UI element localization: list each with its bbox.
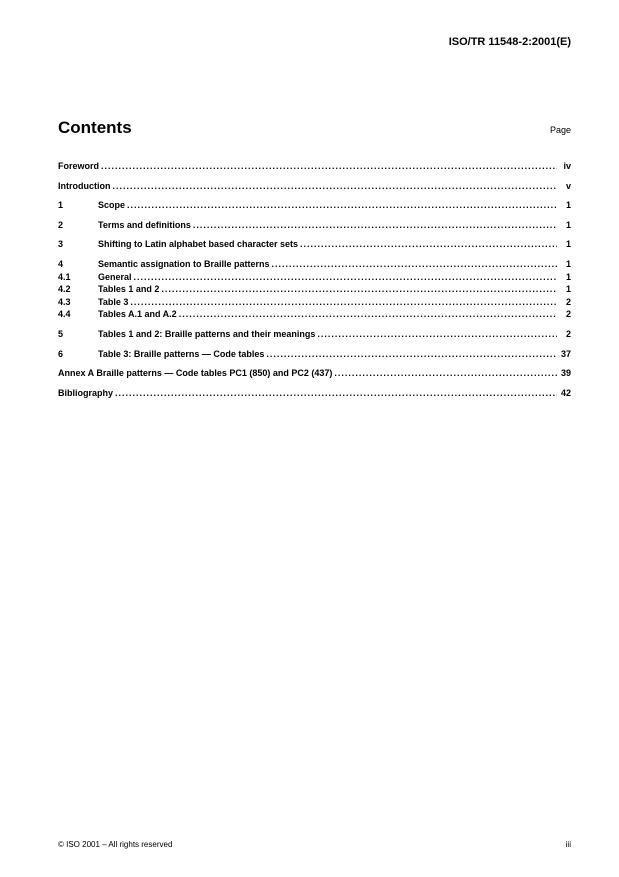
toc-section-number: 2 bbox=[58, 219, 98, 232]
toc-entry-title: Tables 1 and 2: Braille patterns and the… bbox=[98, 328, 315, 341]
toc-page-number: 1 bbox=[557, 258, 571, 271]
toc-entry-title: Table 3 bbox=[98, 296, 128, 309]
toc-page-number: 2 bbox=[557, 308, 571, 321]
toc-group: Annex A Braille patterns — Code tables P… bbox=[58, 367, 571, 380]
page-number: iii bbox=[566, 840, 571, 849]
toc-leader-dots: ........................................… bbox=[332, 367, 557, 380]
toc-page-number: 42 bbox=[557, 387, 571, 400]
toc-page-number: 1 bbox=[557, 271, 571, 284]
toc-page-number: 39 bbox=[557, 367, 571, 380]
toc-leader-dots: ........................................… bbox=[99, 160, 557, 173]
toc-section-number: 3 bbox=[58, 238, 98, 251]
toc-section-number: 4.2 bbox=[58, 283, 98, 296]
toc-row: Annex A Braille patterns — Code tables P… bbox=[58, 367, 571, 380]
toc-leader-dots: ........................................… bbox=[125, 199, 557, 212]
toc-group: 4Semantic assignation to Braille pattern… bbox=[58, 258, 571, 321]
toc-row: 4Semantic assignation to Braille pattern… bbox=[58, 258, 571, 271]
toc-leader-dots: ........................................… bbox=[177, 308, 557, 321]
toc-section-number: 5 bbox=[58, 328, 98, 341]
toc-leader-dots: ........................................… bbox=[315, 328, 557, 341]
toc-page-number: v bbox=[557, 180, 571, 193]
toc-leader-dots: ........................................… bbox=[270, 258, 557, 271]
toc-page-number: 1 bbox=[557, 219, 571, 232]
toc-row: Bibliography............................… bbox=[58, 387, 571, 400]
toc-entry-title: Foreword bbox=[58, 160, 99, 173]
toc-row: Introduction............................… bbox=[58, 180, 571, 193]
toc-page-number: 2 bbox=[557, 328, 571, 341]
toc-section-number: 1 bbox=[58, 199, 98, 212]
toc-entry-title: Shifting to Latin alphabet based charact… bbox=[98, 238, 298, 251]
toc-leader-dots: ........................................… bbox=[113, 387, 557, 400]
toc-group: 5Tables 1 and 2: Braille patterns and th… bbox=[58, 328, 571, 341]
copyright-text: © ISO 2001 – All rights reserved bbox=[58, 840, 172, 849]
toc-section-number: 4.4 bbox=[58, 308, 98, 321]
toc-group: 2Terms and definitions..................… bbox=[58, 219, 571, 232]
toc-group: Introduction............................… bbox=[58, 180, 571, 193]
toc-group: 3Shifting to Latin alphabet based charac… bbox=[58, 238, 571, 251]
toc-leader-dots: ........................................… bbox=[128, 296, 557, 309]
table-of-contents: Foreword................................… bbox=[58, 160, 571, 406]
toc-row: 5Tables 1 and 2: Braille patterns and th… bbox=[58, 328, 571, 341]
toc-row: 2Terms and definitions..................… bbox=[58, 219, 571, 232]
toc-row: 4.3Table 3..............................… bbox=[58, 296, 571, 309]
toc-page-number: 1 bbox=[557, 199, 571, 212]
document-page: ISO/TR 11548-2:2001(E) Contents Page For… bbox=[0, 0, 619, 877]
toc-group: 1Scope..................................… bbox=[58, 199, 571, 212]
toc-row: 6Table 3: Braille patterns — Code tables… bbox=[58, 348, 571, 361]
toc-entry-title: Terms and definitions bbox=[98, 219, 191, 232]
toc-row: 4.4Tables A.1 and A.2...................… bbox=[58, 308, 571, 321]
page-footer: © ISO 2001 – All rights reserved iii bbox=[58, 840, 571, 849]
toc-page-number: iv bbox=[557, 160, 571, 173]
page-column-label: Page bbox=[550, 125, 571, 135]
toc-leader-dots: ........................................… bbox=[159, 283, 557, 296]
toc-entry-title: Semantic assignation to Braille patterns bbox=[98, 258, 270, 271]
toc-section-number: 6 bbox=[58, 348, 98, 361]
toc-group: Foreword................................… bbox=[58, 160, 571, 173]
toc-entry-title: Tables 1 and 2 bbox=[98, 283, 159, 296]
toc-section-number: 4.3 bbox=[58, 296, 98, 309]
toc-page-number: 37 bbox=[557, 348, 571, 361]
toc-page-number: 2 bbox=[557, 296, 571, 309]
toc-row: Foreword................................… bbox=[58, 160, 571, 173]
toc-leader-dots: ........................................… bbox=[298, 238, 557, 251]
toc-page-number: 1 bbox=[557, 238, 571, 251]
toc-leader-dots: ........................................… bbox=[264, 348, 557, 361]
toc-section-number: 4.1 bbox=[58, 271, 98, 284]
contents-heading-row: Contents Page bbox=[58, 118, 571, 138]
toc-section-number: 4 bbox=[58, 258, 98, 271]
toc-group: Bibliography............................… bbox=[58, 387, 571, 400]
toc-entry-title: Annex A Braille patterns — Code tables P… bbox=[58, 367, 332, 380]
toc-entry-title: Tables A.1 and A.2 bbox=[98, 308, 177, 321]
toc-leader-dots: ........................................… bbox=[111, 180, 558, 193]
toc-leader-dots: ........................................… bbox=[191, 219, 557, 232]
toc-entry-title: Scope bbox=[98, 199, 125, 212]
toc-leader-dots: ........................................… bbox=[132, 271, 557, 284]
document-identifier: ISO/TR 11548-2:2001(E) bbox=[58, 36, 571, 48]
toc-row: 4.1General..............................… bbox=[58, 271, 571, 284]
toc-entry-title: Bibliography bbox=[58, 387, 113, 400]
toc-row: 3Shifting to Latin alphabet based charac… bbox=[58, 238, 571, 251]
toc-row: 4.2Tables 1 and 2.......................… bbox=[58, 283, 571, 296]
contents-heading: Contents bbox=[58, 118, 132, 138]
toc-page-number: 1 bbox=[557, 283, 571, 296]
toc-entry-title: General bbox=[98, 271, 132, 284]
toc-entry-title: Introduction bbox=[58, 180, 111, 193]
toc-entry-title: Table 3: Braille patterns — Code tables bbox=[98, 348, 264, 361]
toc-row: 1Scope..................................… bbox=[58, 199, 571, 212]
toc-group: 6Table 3: Braille patterns — Code tables… bbox=[58, 348, 571, 361]
